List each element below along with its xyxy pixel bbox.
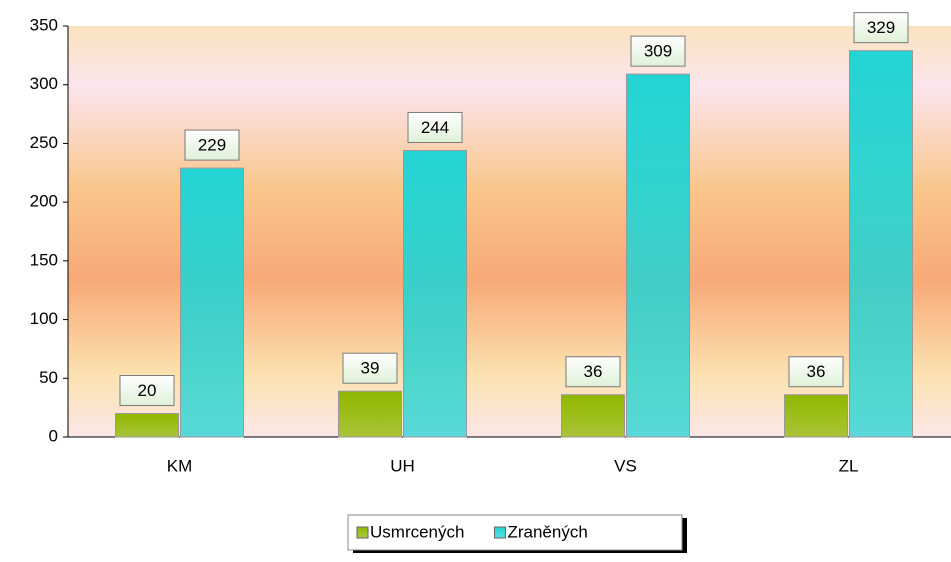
data-label-box (630, 35, 686, 67)
y-tick-label: 0 (49, 426, 58, 445)
bar (849, 50, 913, 438)
bar (784, 394, 848, 438)
data-label-box (184, 129, 240, 161)
data-label-box (853, 12, 909, 44)
x-tick-label: UH (390, 456, 415, 475)
bar (180, 167, 244, 438)
data-label: 36 (807, 362, 826, 381)
y-tick-label: 100 (30, 309, 58, 328)
data-label: 329 (867, 18, 895, 37)
data-label: 229 (198, 136, 226, 155)
y-tick-label: 150 (30, 250, 58, 269)
legend (347, 514, 683, 551)
legend-label: Zraněných (507, 522, 587, 541)
data-label: 309 (644, 42, 672, 61)
x-tick-label: ZL (839, 456, 859, 475)
y-tick-label: 250 (30, 133, 58, 152)
legend-label: Usmrcených (370, 522, 464, 541)
bar (338, 390, 402, 438)
data-label-box (407, 111, 463, 143)
data-label-box (788, 356, 844, 388)
x-tick-label: KM (167, 456, 193, 475)
data-label: 20 (138, 381, 157, 400)
bar (561, 394, 625, 438)
bar (115, 413, 179, 438)
data-label-box (342, 352, 398, 384)
y-tick-label: 200 (30, 192, 58, 211)
legend-swatch (493, 526, 506, 539)
y-tick-label: 350 (30, 15, 58, 34)
y-tick-label: 300 (30, 74, 58, 93)
data-label: 39 (361, 359, 380, 378)
bar (626, 73, 690, 438)
x-tick-label: VS (614, 456, 637, 475)
data-label-box (565, 356, 621, 388)
legend-swatch (356, 526, 369, 539)
data-label-box (119, 375, 175, 407)
data-label: 244 (421, 118, 449, 137)
y-tick-label: 50 (39, 368, 58, 387)
bar (403, 149, 467, 438)
data-label: 36 (584, 362, 603, 381)
